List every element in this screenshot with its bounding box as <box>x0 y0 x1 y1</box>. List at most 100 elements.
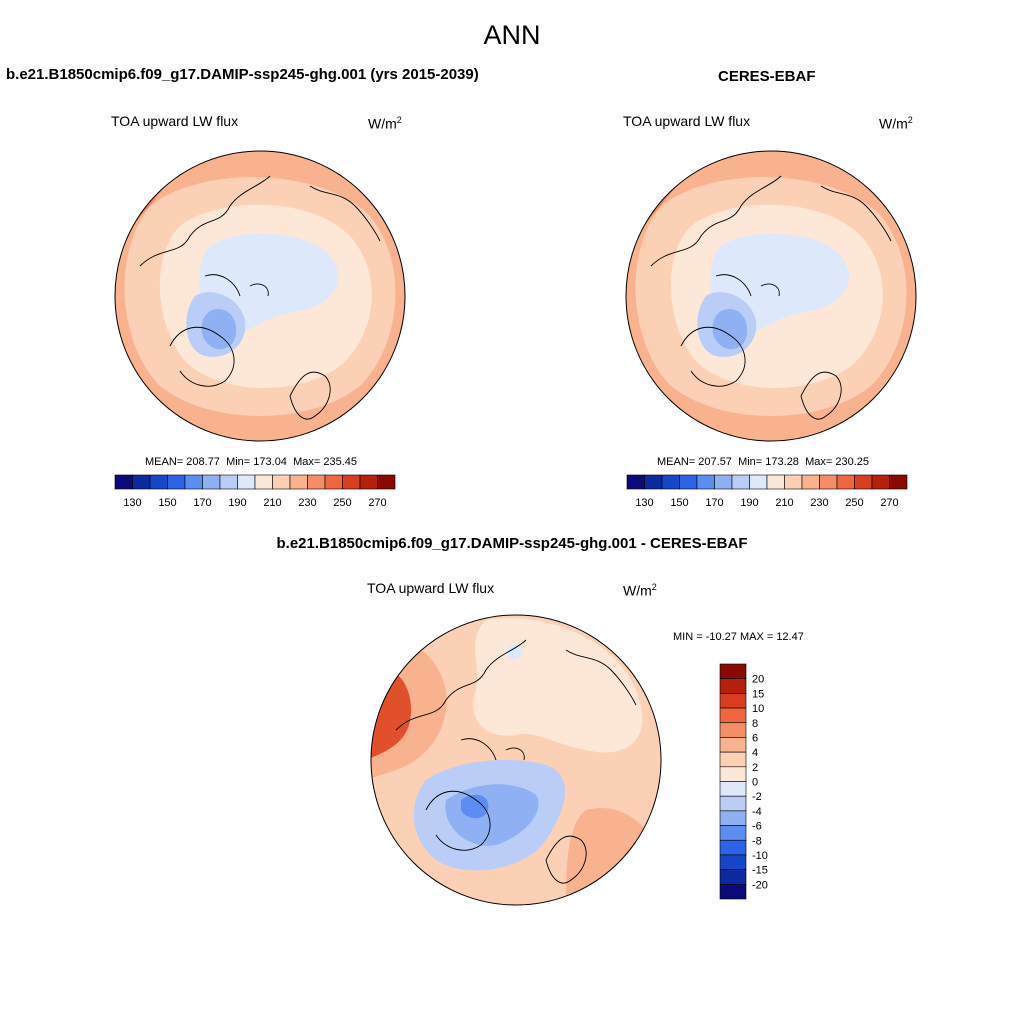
obs-colorbar-swatch <box>714 474 733 490</box>
diff-colorbar-swatch <box>719 737 747 753</box>
obs-units-label: W/m2 <box>879 115 913 132</box>
model-colorbar-tick-label: 170 <box>193 497 211 509</box>
diff-colorbar-swatch <box>719 766 747 782</box>
model-colorbar-swatch <box>132 474 151 490</box>
model-colorbar-swatch <box>359 474 378 490</box>
obs-colorbar-swatch <box>626 474 645 490</box>
model-colorbar-swatch <box>114 474 133 490</box>
obs-max-value: 230.25 <box>835 456 869 468</box>
obs-colorbar: 130 150 170 190 210 230 250 270 <box>626 474 908 509</box>
obs-colorbar-swatch <box>871 474 890 490</box>
obs-colorbar-tick-label: 170 <box>705 497 723 509</box>
model-colorbar-swatch <box>289 474 308 490</box>
model-colorbar-swatch <box>167 474 186 490</box>
obs-colorbar-swatch <box>801 474 820 490</box>
model-colorbar-swatch <box>324 474 343 490</box>
model-case-title: b.e21.B1850cmip6.f09_g17.DAMIP-ssp245-gh… <box>6 66 479 83</box>
obs-colorbar-swatch <box>889 474 908 490</box>
diff-colorbar-swatch <box>719 810 747 826</box>
diff-units-label: W/m2 <box>623 582 657 599</box>
diff-variable-label: TOA upward LW flux <box>367 580 495 596</box>
model-colorbar-tick-label: 190 <box>228 497 246 509</box>
model-colorbar-tick-label: 250 <box>333 497 351 509</box>
diff-colorbar-tick-label: -20 <box>752 879 768 891</box>
obs-colorbar-swatch <box>854 474 873 490</box>
model-colorbar-swatch <box>184 474 203 490</box>
diff-colorbar-tick-label: -8 <box>752 835 762 847</box>
diff-case-title: b.e21.B1850cmip6.f09_g17.DAMIP-ssp245-gh… <box>276 535 748 552</box>
diff-colorbar-tick-label: 10 <box>752 703 764 715</box>
diff-colorbar-tick-label: -4 <box>752 806 762 818</box>
model-colorbar-tick-label: 130 <box>123 497 141 509</box>
diff-colorbar-swatch <box>719 795 747 812</box>
model-variable-label: TOA upward LW flux <box>111 113 239 129</box>
model-colorbar-swatch <box>307 474 326 490</box>
obs-min-value: 173.28 <box>765 456 799 468</box>
diff-polar-map <box>370 614 662 906</box>
obs-colorbar-tick-label: 150 <box>670 497 688 509</box>
diff-colorbar-tick-label: -15 <box>752 865 768 877</box>
diff-colorbar-swatch <box>719 869 747 885</box>
obs-colorbar-swatch <box>696 474 715 490</box>
diff-colorbar-swatch <box>719 884 747 900</box>
model-max-value: 235.45 <box>323 456 357 468</box>
obs-colorbar-swatch <box>644 474 663 490</box>
model-mean-value: 208.77 <box>186 456 220 468</box>
diff-colorbar-tick-label: 2 <box>752 762 758 774</box>
obs-mean-value: 207.57 <box>698 456 732 468</box>
diff-colorbar-tick-label: 20 <box>752 674 764 686</box>
obs-colorbar-swatch <box>731 474 750 490</box>
obs-colorbar-tick-label: 190 <box>740 497 758 509</box>
model-colorbar-tick-label: 150 <box>158 497 176 509</box>
diff-colorbar-tick-label: 8 <box>752 718 758 730</box>
model-colorbar-swatch <box>237 474 256 490</box>
obs-colorbar-swatch <box>784 474 803 490</box>
model-colorbar-tick-label: 270 <box>368 497 386 509</box>
model-colorbar-tick-label: 210 <box>263 497 281 509</box>
model-colorbar-swatch <box>149 474 168 490</box>
diff-colorbar-swatch <box>719 751 747 768</box>
model-colorbar-swatch <box>219 474 238 490</box>
diff-colorbar-tick-label: -10 <box>752 850 768 862</box>
obs-colorbar-swatch <box>679 474 698 490</box>
diff-colorbar-swatch <box>719 839 747 856</box>
obs-colorbar-swatch <box>749 474 768 490</box>
model-colorbar: 130 150 170 190 210 230 250 270 <box>114 474 396 509</box>
model-polar-map <box>114 150 406 442</box>
model-units-label: W/m2 <box>368 115 402 132</box>
obs-colorbar-tick-label: 230 <box>810 497 828 509</box>
obs-case-title: CERES-EBAF <box>718 68 816 85</box>
model-colorbar-swatch <box>254 474 273 490</box>
model-colorbar-swatch <box>377 474 396 490</box>
diff-colorbar-tick-label: 4 <box>752 747 758 759</box>
model-colorbar-swatch <box>272 474 291 490</box>
diff-colorbar-swatch <box>719 707 747 724</box>
diff-colorbar-swatch <box>719 693 747 709</box>
model-stats: MEAN= 208.77 Min= 173.04 Max= 235.45 <box>145 456 357 468</box>
obs-colorbar-tick-label: 130 <box>635 497 653 509</box>
obs-colorbar-swatch <box>661 474 680 490</box>
diff-colorbar-tick-label: 0 <box>752 777 758 789</box>
diff-colorbar-tick-label: -6 <box>752 821 762 833</box>
obs-colorbar-swatch <box>819 474 838 490</box>
diff-colorbar-swatch <box>719 825 747 841</box>
obs-colorbar-swatch <box>836 474 855 490</box>
diff-colorbar-tick-label: 15 <box>752 688 764 700</box>
diff-colorbar-swatch <box>719 854 747 870</box>
obs-polar-map <box>625 150 917 442</box>
diff-colorbar-swatch <box>719 722 747 738</box>
obs-variable-label: TOA upward LW flux <box>623 113 751 129</box>
model-colorbar-tick-label: 230 <box>298 497 316 509</box>
obs-colorbar-tick-label: 250 <box>845 497 863 509</box>
diff-colorbar-swatch <box>719 781 747 797</box>
diff-stats: MIN = -10.27 MAX = 12.47 <box>673 631 804 643</box>
model-colorbar-swatch <box>342 474 361 490</box>
main-title: ANN <box>483 20 541 50</box>
diff-colorbar-swatch <box>719 663 747 679</box>
diff-colorbar-tick-label: -2 <box>752 791 762 803</box>
obs-stats: MEAN= 207.57 Min= 173.28 Max= 230.25 <box>657 456 869 468</box>
diff-colorbar-tick-label: 6 <box>752 732 758 744</box>
obs-colorbar-tick-label: 270 <box>880 497 898 509</box>
diff-colorbar-swatch <box>719 678 747 694</box>
